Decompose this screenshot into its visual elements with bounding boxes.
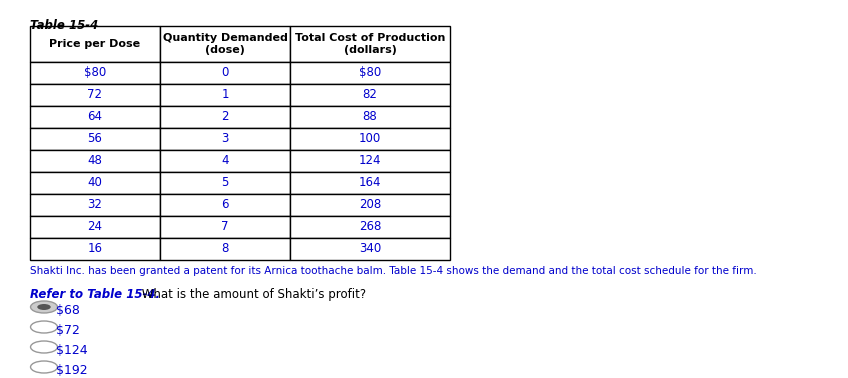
Text: 164: 164	[359, 177, 382, 189]
Text: $192: $192	[56, 364, 87, 377]
Bar	[30, 194, 160, 216]
Bar	[30, 62, 160, 84]
Bar	[290, 26, 450, 62]
Bar	[30, 172, 160, 194]
Bar	[30, 26, 160, 62]
Text: 0: 0	[221, 67, 229, 79]
Bar	[30, 106, 160, 128]
Text: Total Cost of Production
(dollars): Total Cost of Production (dollars)	[295, 33, 445, 55]
Text: 16: 16	[87, 243, 103, 256]
Bar	[160, 26, 290, 62]
Ellipse shape	[31, 341, 58, 353]
Text: Table 15-4: Table 15-4	[30, 19, 98, 32]
Bar	[290, 216, 450, 238]
Bar	[30, 84, 160, 106]
Text: 6: 6	[221, 198, 229, 212]
Text: Shakti Inc. has been granted a patent for its Arnica toothache balm. Table 15-4 : Shakti Inc. has been granted a patent fo…	[30, 266, 756, 276]
Bar	[160, 84, 290, 106]
Bar	[160, 128, 290, 150]
Bar	[160, 172, 290, 194]
Text: 72: 72	[87, 88, 103, 102]
Text: 24: 24	[87, 220, 103, 234]
Bar	[160, 216, 290, 238]
Text: 1: 1	[221, 88, 229, 102]
Text: Refer to Table 15-4.: Refer to Table 15-4.	[30, 288, 160, 301]
Text: 8: 8	[221, 243, 229, 256]
Text: 64: 64	[87, 110, 103, 124]
Bar	[290, 150, 450, 172]
Bar	[290, 194, 450, 216]
Bar	[30, 238, 160, 260]
Text: 124: 124	[359, 155, 382, 167]
Text: 40: 40	[87, 177, 103, 189]
Bar	[30, 128, 160, 150]
Text: 100: 100	[359, 133, 381, 146]
Text: 340: 340	[359, 243, 381, 256]
Text: 7: 7	[221, 220, 229, 234]
Text: Price per Dose: Price per Dose	[49, 39, 141, 49]
Text: $80: $80	[84, 67, 106, 79]
Text: Quantity Demanded
(dose): Quantity Demanded (dose)	[163, 33, 287, 55]
Bar	[160, 238, 290, 260]
Ellipse shape	[31, 361, 58, 373]
Text: 5: 5	[221, 177, 229, 189]
Bar	[160, 194, 290, 216]
Bar	[290, 128, 450, 150]
Text: 3: 3	[221, 133, 229, 146]
Text: $72: $72	[56, 324, 80, 337]
Text: 4: 4	[221, 155, 229, 167]
Text: 32: 32	[87, 198, 103, 212]
Text: 48: 48	[87, 155, 103, 167]
Bar	[160, 62, 290, 84]
Bar	[160, 150, 290, 172]
Bar	[290, 238, 450, 260]
Bar	[290, 172, 450, 194]
Text: $80: $80	[359, 67, 381, 79]
Ellipse shape	[37, 304, 51, 310]
Text: 88: 88	[363, 110, 377, 124]
Text: 56: 56	[87, 133, 103, 146]
Bar	[290, 84, 450, 106]
Text: 268: 268	[359, 220, 382, 234]
Text: 2: 2	[221, 110, 229, 124]
Bar	[160, 106, 290, 128]
Text: 208: 208	[359, 198, 381, 212]
Text: $68: $68	[56, 304, 80, 317]
Bar	[30, 216, 160, 238]
Text: What is the amount of Shakti’s profit?: What is the amount of Shakti’s profit?	[138, 288, 366, 301]
Text: $124: $124	[56, 344, 87, 357]
Bar	[290, 106, 450, 128]
Bar	[290, 62, 450, 84]
Text: 82: 82	[363, 88, 377, 102]
Ellipse shape	[31, 301, 58, 313]
Bar	[30, 150, 160, 172]
Ellipse shape	[31, 321, 58, 333]
